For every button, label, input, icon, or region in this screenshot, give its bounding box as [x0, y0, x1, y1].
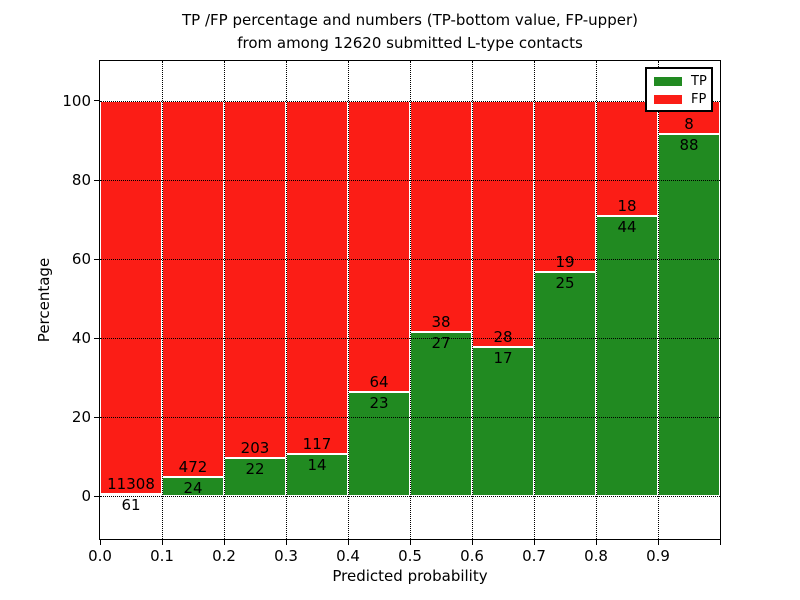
gridline	[100, 259, 720, 261]
fp-legend-swatch	[654, 95, 682, 104]
gridline	[533, 61, 535, 539]
fp-count-label: 64	[369, 372, 389, 391]
gridline	[100, 496, 720, 498]
fp-bar-segment	[348, 100, 410, 392]
y-tick-mark	[94, 258, 99, 260]
y-tick-label: 20	[71, 408, 91, 427]
fp-count-label: 8	[684, 114, 694, 133]
fp-count-label: 117	[302, 435, 332, 454]
y-tick-mark	[94, 337, 99, 339]
x-tick-label: 0.8	[584, 547, 608, 565]
y-tick-label: 0	[81, 487, 91, 506]
fp-bar-segment	[472, 100, 534, 347]
tp-bar-segment	[596, 215, 658, 497]
chart-title-line2: from among 12620 submitted L-type contac…	[237, 34, 583, 52]
tp-bar-segment	[658, 133, 720, 497]
chart-title: TP /FP percentage and numbers (TP-bottom…	[10, 9, 800, 55]
x-tick-label: 0.0	[88, 547, 112, 565]
gridline	[657, 61, 659, 539]
tp-count-label: 17	[493, 348, 513, 367]
x-tick-label: 0.7	[522, 547, 546, 565]
x-tick-label: 0.3	[274, 547, 298, 565]
fp-bar-segment	[162, 100, 224, 478]
x-tick-mark	[719, 540, 721, 545]
gridline	[100, 100, 720, 102]
x-tick-label: 0.1	[150, 547, 174, 565]
tp-count-label: 61	[121, 496, 141, 515]
x-tick-mark	[409, 540, 411, 545]
x-tick-mark	[595, 540, 597, 545]
fp-bar-segment	[100, 100, 162, 495]
x-tick-mark	[657, 540, 659, 545]
gridline	[285, 61, 287, 539]
fp-legend-label: FP	[691, 92, 707, 107]
y-tick-mark	[94, 100, 99, 102]
x-tick-mark	[347, 540, 349, 545]
y-tick-label: 40	[71, 329, 91, 348]
x-tick-label: 0.5	[398, 547, 422, 565]
fp-count-label: 18	[617, 196, 637, 215]
tp-count-label: 23	[369, 393, 389, 412]
tp-count-label: 44	[617, 217, 637, 236]
tp-bar-segment	[472, 346, 534, 497]
y-tick-mark	[94, 416, 99, 418]
fp-bar-segment	[410, 100, 472, 333]
fp-bar-segment	[596, 100, 658, 216]
x-tick-label: 0.9	[646, 547, 670, 565]
gridline	[223, 61, 225, 539]
tp-legend-swatch	[654, 77, 682, 86]
y-tick-mark	[94, 495, 99, 497]
fp-count-label: 11308	[107, 475, 155, 494]
gridline	[100, 417, 720, 419]
tp-count-label: 24	[183, 479, 203, 498]
gridline	[100, 180, 720, 181]
fp-count-label: 472	[178, 458, 208, 477]
tp-bar-segment	[348, 391, 410, 497]
gridline	[347, 61, 349, 539]
x-tick-mark	[223, 540, 225, 545]
tp-bar-segment	[410, 332, 472, 497]
gridline	[595, 61, 597, 539]
tp-count-label: 88	[679, 135, 699, 154]
fp-bar-segment	[534, 100, 596, 272]
fp-count-label: 38	[431, 313, 451, 332]
legend-item-tp: TP	[654, 73, 711, 90]
fp-count-label: 28	[493, 327, 513, 346]
x-tick-mark	[161, 540, 163, 545]
fp-bar-segment	[224, 100, 286, 458]
tp-count-label: 22	[245, 459, 265, 478]
x-tick-mark	[471, 540, 473, 545]
tp-bar-segment	[534, 271, 596, 497]
x-tick-mark	[99, 540, 101, 545]
tp-count-label: 27	[431, 334, 451, 353]
gridline	[161, 61, 163, 539]
y-tick-label: 60	[71, 250, 91, 269]
legend: TP FP	[645, 67, 713, 112]
x-axis-label: Predicted probability	[332, 567, 488, 585]
fp-count-label: 203	[240, 438, 270, 457]
gridline	[100, 338, 720, 340]
y-tick-label: 80	[71, 171, 91, 189]
fp-count-label: 19	[555, 252, 575, 271]
x-tick-label: 0.2	[212, 547, 236, 565]
tp-count-label: 14	[307, 456, 327, 475]
x-tick-label: 0.4	[336, 547, 360, 565]
gridline	[471, 61, 473, 539]
y-tick-mark	[94, 179, 99, 181]
tp-bar-segment	[224, 457, 286, 497]
fp-bar-segment	[286, 100, 348, 455]
tp-count-label: 25	[555, 273, 575, 292]
x-tick-mark	[285, 540, 287, 545]
x-tick-mark	[533, 540, 535, 545]
x-tick-label: 0.6	[460, 547, 484, 565]
y-tick-label: 100	[62, 91, 91, 110]
legend-item-fp: FP	[654, 91, 711, 108]
gridline	[409, 61, 411, 539]
chart-title-line1: TP /FP percentage and numbers (TP-bottom…	[182, 11, 638, 29]
tp-legend-label: TP	[691, 74, 707, 89]
plot-area: 11308 61 472 24 203 22 117 14 64 23 38 27 28 17 19 25 18…	[99, 60, 721, 540]
